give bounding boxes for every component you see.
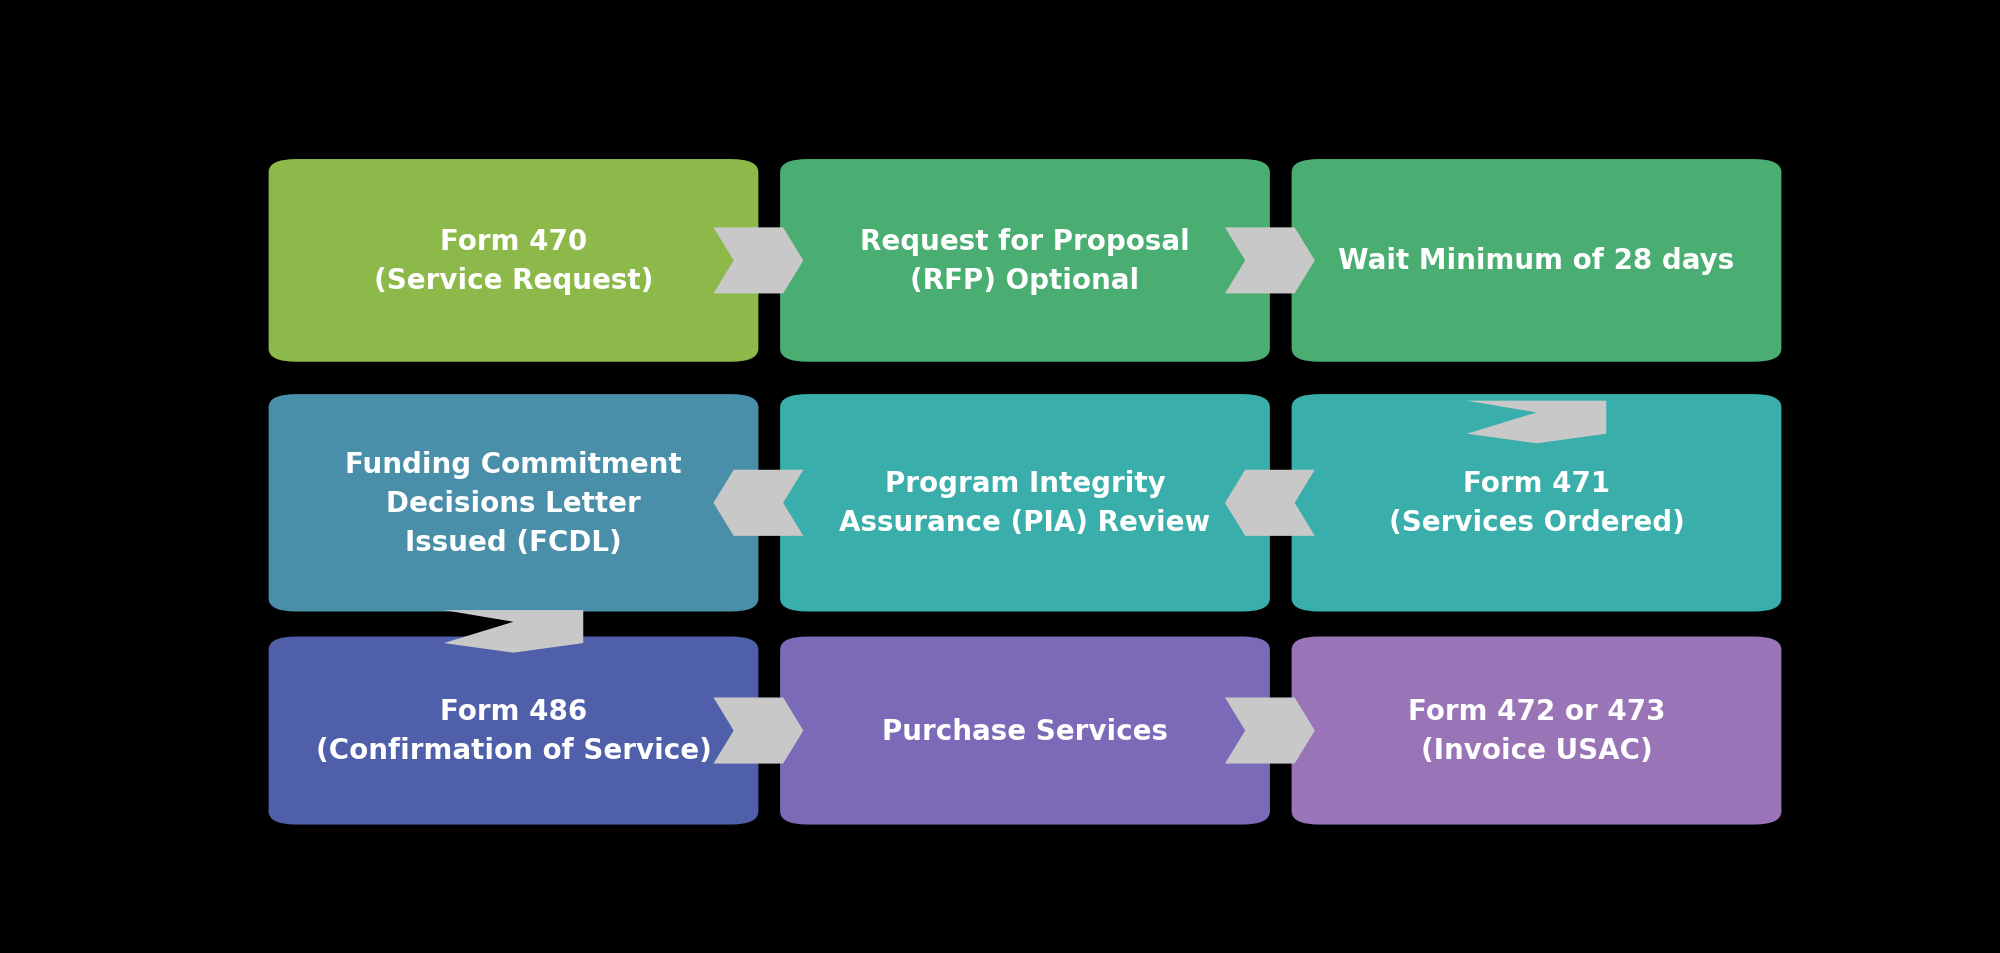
Polygon shape <box>714 228 804 294</box>
FancyBboxPatch shape <box>268 160 758 362</box>
Polygon shape <box>444 611 584 653</box>
Polygon shape <box>1224 698 1314 763</box>
Polygon shape <box>1224 228 1314 294</box>
Polygon shape <box>1224 470 1314 537</box>
Text: Funding Commitment
Decisions Letter
Issued (FCDL): Funding Commitment Decisions Letter Issu… <box>346 451 682 557</box>
Polygon shape <box>714 698 804 763</box>
Text: Wait Minimum of 28 days: Wait Minimum of 28 days <box>1338 247 1734 275</box>
FancyBboxPatch shape <box>780 395 1270 612</box>
Text: Form 470
(Service Request): Form 470 (Service Request) <box>374 228 654 294</box>
Text: Form 472 or 473
(Invoice USAC): Form 472 or 473 (Invoice USAC) <box>1408 698 1666 764</box>
FancyBboxPatch shape <box>1292 160 1782 362</box>
FancyBboxPatch shape <box>1292 637 1782 824</box>
Text: Purchase Services: Purchase Services <box>882 717 1168 744</box>
FancyBboxPatch shape <box>780 160 1270 362</box>
FancyBboxPatch shape <box>780 637 1270 824</box>
Text: Request for Proposal
(RFP) Optional: Request for Proposal (RFP) Optional <box>860 228 1190 294</box>
Text: Program Integrity
Assurance (PIA) Review: Program Integrity Assurance (PIA) Review <box>840 470 1210 537</box>
Polygon shape <box>714 470 804 537</box>
FancyBboxPatch shape <box>268 637 758 824</box>
FancyBboxPatch shape <box>268 395 758 612</box>
Text: Form 471
(Services Ordered): Form 471 (Services Ordered) <box>1388 470 1684 537</box>
Text: Form 486
(Confirmation of Service): Form 486 (Confirmation of Service) <box>316 698 712 764</box>
FancyBboxPatch shape <box>1292 395 1782 612</box>
Polygon shape <box>1466 401 1606 444</box>
